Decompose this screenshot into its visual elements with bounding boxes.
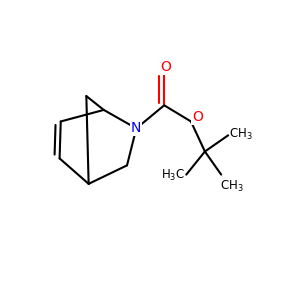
Text: N: N — [131, 122, 142, 135]
Text: CH$_3$: CH$_3$ — [229, 127, 253, 142]
Text: H$_3$C: H$_3$C — [161, 168, 186, 183]
Text: CH$_3$: CH$_3$ — [220, 178, 244, 194]
Text: O: O — [192, 110, 203, 124]
Text: O: O — [160, 60, 171, 74]
